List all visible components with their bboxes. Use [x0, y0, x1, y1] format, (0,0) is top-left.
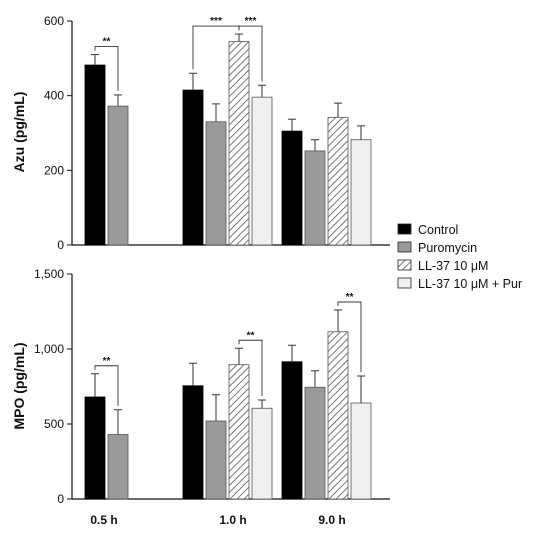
- significance-bracket: [94, 46, 119, 91]
- bar-control: [281, 130, 303, 246]
- x-category-labels: 0.5 h 1.0 h 9.0 h: [90, 513, 345, 527]
- significance-bracket: [238, 25, 263, 82]
- legend-swatch-control: [397, 223, 412, 235]
- y-tick-label: 500: [44, 417, 64, 431]
- bar-control: [84, 396, 106, 500]
- mpo-y-axis-label: MPO (pg/mL): [11, 342, 27, 429]
- bar-puromycin: [205, 420, 227, 500]
- y-tick-label: 200: [44, 163, 64, 177]
- bar-ll37-pur: [251, 96, 273, 246]
- bar-puromycin: [107, 105, 129, 246]
- legend-label: Control: [418, 223, 458, 237]
- bar-ll37: [228, 364, 250, 500]
- bar-ll37: [327, 116, 349, 246]
- bar-ll37-pur: [350, 139, 372, 246]
- x-category-label: 9.0 h: [318, 513, 345, 527]
- legend-swatch-ll37: [397, 259, 412, 271]
- significance-label: ***: [245, 16, 257, 27]
- bar-puromycin: [205, 121, 227, 246]
- bar-control: [182, 89, 204, 246]
- y-tick-label: 400: [44, 89, 64, 103]
- legend-label: LL-37 10 μM + Pur: [418, 277, 522, 291]
- bar-ll37-pur: [350, 402, 372, 500]
- significance-label: **: [103, 37, 111, 48]
- significance-label: ***: [210, 16, 222, 27]
- mpo-bars: 0 500 1,000 1,500 ** ** **: [34, 267, 390, 506]
- significance-label: **: [247, 330, 255, 341]
- x-category-label: 1.0 h: [219, 513, 246, 527]
- legend: Control Puromycin LL-37 10 μM LL-37 10 μ…: [397, 223, 522, 291]
- mpo-panel: MPO (pg/mL) 0 500 1,000 1,500 ** ** **: [11, 267, 390, 506]
- y-tick-label: 0: [57, 238, 64, 252]
- bar-control: [84, 64, 106, 246]
- bar-ll37: [327, 331, 349, 500]
- legend-swatch-puromycin: [397, 241, 412, 253]
- y-tick-label: 1,500: [34, 267, 64, 281]
- bar-ll37: [228, 41, 250, 246]
- bar-ll37-pur: [251, 407, 273, 500]
- significance-label: **: [103, 356, 111, 367]
- bar-control: [182, 385, 204, 500]
- y-tick-label: 1,000: [34, 342, 64, 356]
- legend-label: Puromycin: [418, 241, 477, 255]
- bar-control: [281, 361, 303, 500]
- significance-bracket: [337, 301, 362, 372]
- y-tick-label: 600: [44, 14, 64, 28]
- bar-puromycin: [107, 434, 129, 500]
- legend-label: LL-37 10 μM: [418, 259, 488, 273]
- significance-bracket: [238, 339, 263, 396]
- bar-puromycin: [304, 150, 326, 246]
- y-tick-label: 0: [57, 492, 64, 506]
- significance-label: **: [346, 292, 354, 303]
- x-category-label: 0.5 h: [90, 513, 117, 527]
- azu-y-axis-label: Azu (pg/mL): [11, 92, 27, 173]
- significance-bracket: [94, 365, 119, 406]
- legend-swatch-ll37-pur: [397, 277, 412, 289]
- bar-puromycin: [304, 386, 326, 500]
